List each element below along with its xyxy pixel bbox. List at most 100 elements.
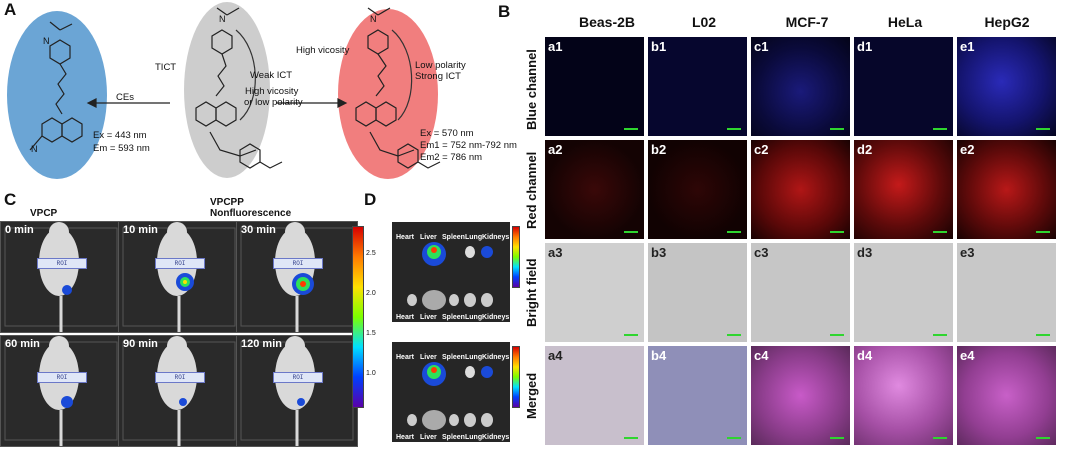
microscopy-cell: a4 (545, 346, 644, 445)
microscopy-cell: a1 (545, 37, 644, 136)
time-label: 10 min (123, 224, 158, 236)
roi-box: ROI 1=1.796e+10 (155, 258, 205, 269)
colorbar-d-top (512, 226, 520, 288)
cell-label: a4 (548, 348, 563, 363)
organ-label-lung: Lung (465, 354, 483, 361)
mouse-image-90min: 90 min ROI 1=9.438e+09 (118, 335, 240, 447)
organ-label-heart: Heart (396, 354, 414, 361)
cell-label: e3 (960, 245, 975, 260)
organ-label-liver: Liver (420, 434, 437, 441)
scale-bar (1036, 437, 1050, 439)
nonfluorescence-label: Nonfluorescence (210, 208, 292, 219)
cell-label: c2 (754, 142, 769, 157)
microscopy-cell: e2 (957, 140, 1056, 239)
scale-bar (830, 231, 844, 233)
roi-box: ROI 1=1.044e+10 (37, 372, 87, 383)
roi-box: ROI 1=3.006e+10 (273, 258, 323, 269)
left-molecule-structure (29, 21, 83, 151)
left-ex-label: Ex = 443 nm (93, 130, 147, 141)
microscopy-cell: c3 (751, 243, 850, 342)
scale-bar (1036, 128, 1050, 130)
row-header-red: Red channel (524, 151, 539, 229)
microscopy-cell: a2 (545, 140, 644, 239)
microscopy-cell: c4 (751, 346, 850, 445)
organ-label-spleen: Spleen (442, 234, 465, 241)
time-label: 120 min (241, 338, 282, 350)
or-low-polarity-label: or low polarity (244, 97, 303, 108)
panel-b-letter: B (498, 2, 511, 21)
cell-label: c3 (754, 245, 769, 260)
right-em2-label: Em2 = 786 nm (420, 152, 483, 163)
row-header-blue: Blue channel (524, 49, 539, 131)
strong-ict-label: Strong ICT (415, 71, 461, 82)
right-molecule-structure (355, 7, 441, 169)
organ-image-bottom: Heart Liver Spleen Lung Kidneys Heart Li… (392, 342, 510, 442)
colorbar (352, 226, 364, 408)
time-label: 60 min (5, 338, 40, 350)
scale-bar (830, 437, 844, 439)
panel-c-letter: C (4, 190, 17, 209)
mouse-image-30min: 30 min ROI 1=3.006e+10 (236, 221, 358, 333)
scale-bar (830, 128, 844, 130)
organ-label-kidneys: Kidneys (482, 314, 510, 321)
organ-label-kidneys: Kidneys (482, 434, 510, 441)
time-label: 30 min (241, 224, 276, 236)
cell-label: a3 (548, 245, 563, 260)
middle-molecule-structure (195, 7, 283, 169)
scale-bar (1036, 334, 1050, 336)
organ-label-heart: Heart (396, 234, 414, 241)
mouse-silhouette (4, 222, 118, 332)
microscopy-cell: b4 (648, 346, 747, 445)
cell-label: d3 (857, 245, 873, 260)
tict-label: TICT (155, 62, 177, 73)
microscopy-cell: b2 (648, 140, 747, 239)
cell-label: a2 (548, 142, 563, 157)
mouse-image-0min: 0 min ROI 1=9.63e+09 (0, 221, 122, 333)
scale-bar (830, 334, 844, 336)
column-header-mcf7: MCF-7 (785, 14, 829, 30)
right-ex-label: Ex = 570 nm (420, 128, 474, 139)
cell-label: d2 (857, 142, 873, 157)
cell-label: b4 (651, 348, 667, 363)
panel-a-arrows (86, 98, 348, 108)
organ-label-spleen: Spleen (442, 314, 465, 321)
microscopy-cell: b1 (648, 37, 747, 136)
right-em1-label: Em1 = 752 nm-792 nm (420, 140, 517, 151)
mouse-image-60min: 60 min ROI 1=1.044e+10 (0, 335, 122, 447)
cell-label: b3 (651, 245, 667, 260)
scale-bar (933, 231, 947, 233)
mouse-image-10min: 10 min ROI 1=1.796e+10 (118, 221, 240, 333)
scale-bar (624, 437, 638, 439)
right-molecule-ellipse (338, 9, 438, 179)
roi-box: ROI 1=9.438e+09 (155, 372, 205, 383)
microscopy-cell: a3 (545, 243, 644, 342)
organ-label-heart: Heart (396, 314, 414, 321)
scale-bar (933, 334, 947, 336)
colorbar-tick: 1.0 (366, 370, 376, 377)
svg-text:N: N (370, 14, 377, 24)
svg-text:N: N (43, 36, 50, 46)
microscopy-cell: d3 (854, 243, 953, 342)
cell-label: a1 (548, 39, 563, 54)
organ-image-top: Heart Liver Spleen Lung Kidneys Heart Li… (392, 222, 510, 322)
scale-bar (727, 128, 741, 130)
svg-text:N: N (31, 144, 38, 154)
cell-label: c4 (754, 348, 769, 363)
organ-label-spleen: Spleen (442, 434, 465, 441)
organ-label-spleen: Spleen (442, 354, 465, 361)
high-viscosity-label: High vicosity (245, 86, 299, 97)
colorbar-tick: 1.5 (366, 330, 376, 337)
cell-label: e4 (960, 348, 975, 363)
vpcpp-label: VPCPP (210, 197, 244, 208)
mouse-image-120min: 120 min ROI 1=8.732e+09 (236, 335, 358, 447)
mouse-silhouette (240, 222, 354, 332)
cell-label: b2 (651, 142, 667, 157)
cell-label: c1 (754, 39, 769, 54)
time-label: 90 min (123, 338, 158, 350)
scale-bar (727, 334, 741, 336)
column-header-l02: L02 (691, 14, 717, 30)
panel-a-letter: A (4, 0, 17, 19)
colorbar-tick: 2.5 (366, 250, 376, 257)
mouse-silhouette (122, 336, 236, 446)
